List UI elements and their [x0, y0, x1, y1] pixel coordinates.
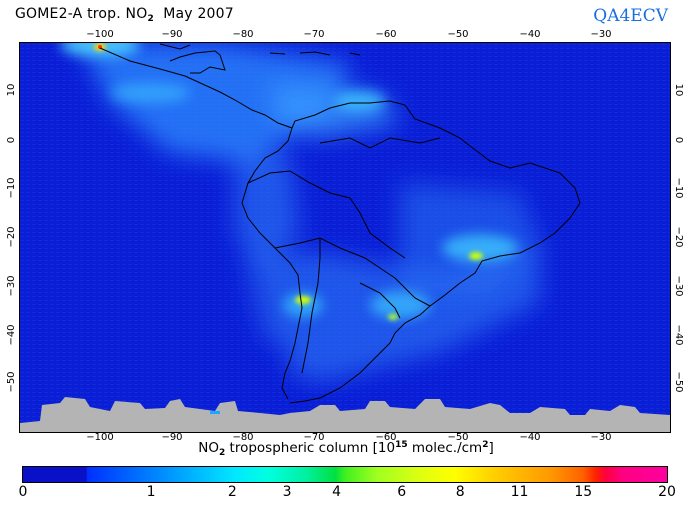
right-tick-label: 10: [673, 83, 684, 97]
top-tick-label: −60: [375, 29, 397, 40]
coastlines: [99, 43, 581, 404]
cb-label-prefix: NO: [198, 440, 219, 456]
colorbar-tick-label: 20: [658, 484, 676, 500]
left-tick-label: −30: [6, 275, 17, 297]
bottom-tick-label: −40: [519, 432, 541, 443]
left-tick-label: −40: [6, 324, 17, 346]
title-subscript: 2: [147, 14, 154, 24]
bottom-tick-label: −30: [590, 432, 612, 443]
right-tick-label: −20: [673, 226, 684, 248]
bottom-tick-label: −90: [161, 432, 183, 443]
plume-core-layer: [60, 43, 518, 319]
bottom-tick-label: −50: [447, 432, 469, 443]
bottom-tick-label: −80: [232, 432, 254, 443]
colorbar-tick-label: 0: [18, 484, 28, 500]
top-tick-label: −90: [161, 29, 183, 40]
colorbar-tick-label: 15: [574, 484, 593, 500]
left-tick-label: −10: [6, 177, 17, 199]
cb-label-sup2: 2: [482, 440, 489, 450]
bottom-tick-label: −70: [303, 432, 325, 443]
right-tick-label: −10: [673, 177, 684, 199]
colorbar-label: NO2 tropospheric column [1015 molec./cm2…: [0, 440, 692, 458]
cb-label-end: ]: [488, 440, 494, 456]
bottom-tick-label: −100: [86, 432, 114, 443]
colorbar-tick-label: 11: [510, 484, 529, 500]
colorbar-tick-label: 8: [455, 484, 465, 500]
nodata-region: [20, 397, 670, 432]
map-graphic: [20, 43, 670, 432]
title-prefix: GOME2-A trop. NO: [15, 6, 148, 22]
top-tick-label: −80: [232, 29, 254, 40]
right-tick-label: −30: [673, 275, 684, 297]
top-tick-label: −30: [590, 29, 612, 40]
colorbar-tick-label: 2: [227, 484, 237, 500]
colorbar: [22, 466, 668, 483]
left-tick-label: −20: [6, 226, 17, 248]
cb-label-sup1: 15: [395, 440, 408, 450]
nodata-speck: [210, 411, 220, 414]
colorbar-tick-label: 3: [282, 484, 292, 500]
left-tick-label: 0: [6, 136, 17, 144]
cb-label-mid: tropospheric column [10: [225, 440, 396, 456]
right-tick-label: 0: [673, 136, 684, 144]
colorbar-tick-label: 6: [397, 484, 407, 500]
top-tick-label: −40: [519, 29, 541, 40]
bottom-tick-label: −60: [375, 432, 397, 443]
left-tick-label: −50: [6, 371, 17, 393]
cb-label-mid2: molec./cm: [407, 440, 483, 456]
right-tick-label: −50: [673, 371, 684, 393]
colorbar-tick-label: 4: [332, 484, 342, 500]
colorbar-tick-label: 1: [146, 484, 156, 500]
top-tick-label: −70: [303, 29, 325, 40]
top-tick-label: −50: [447, 29, 469, 40]
brand-logo: QA4ECV: [593, 6, 668, 26]
top-tick-label: −100: [86, 29, 114, 40]
right-tick-label: −40: [673, 324, 684, 346]
map-title: GOME2-A trop. NO2 May 2007: [15, 6, 234, 24]
title-date: May 2007: [163, 6, 234, 22]
left-tick-label: 10: [6, 83, 17, 97]
no2-map: [20, 43, 670, 432]
cb-label-sub: 2: [218, 448, 226, 458]
